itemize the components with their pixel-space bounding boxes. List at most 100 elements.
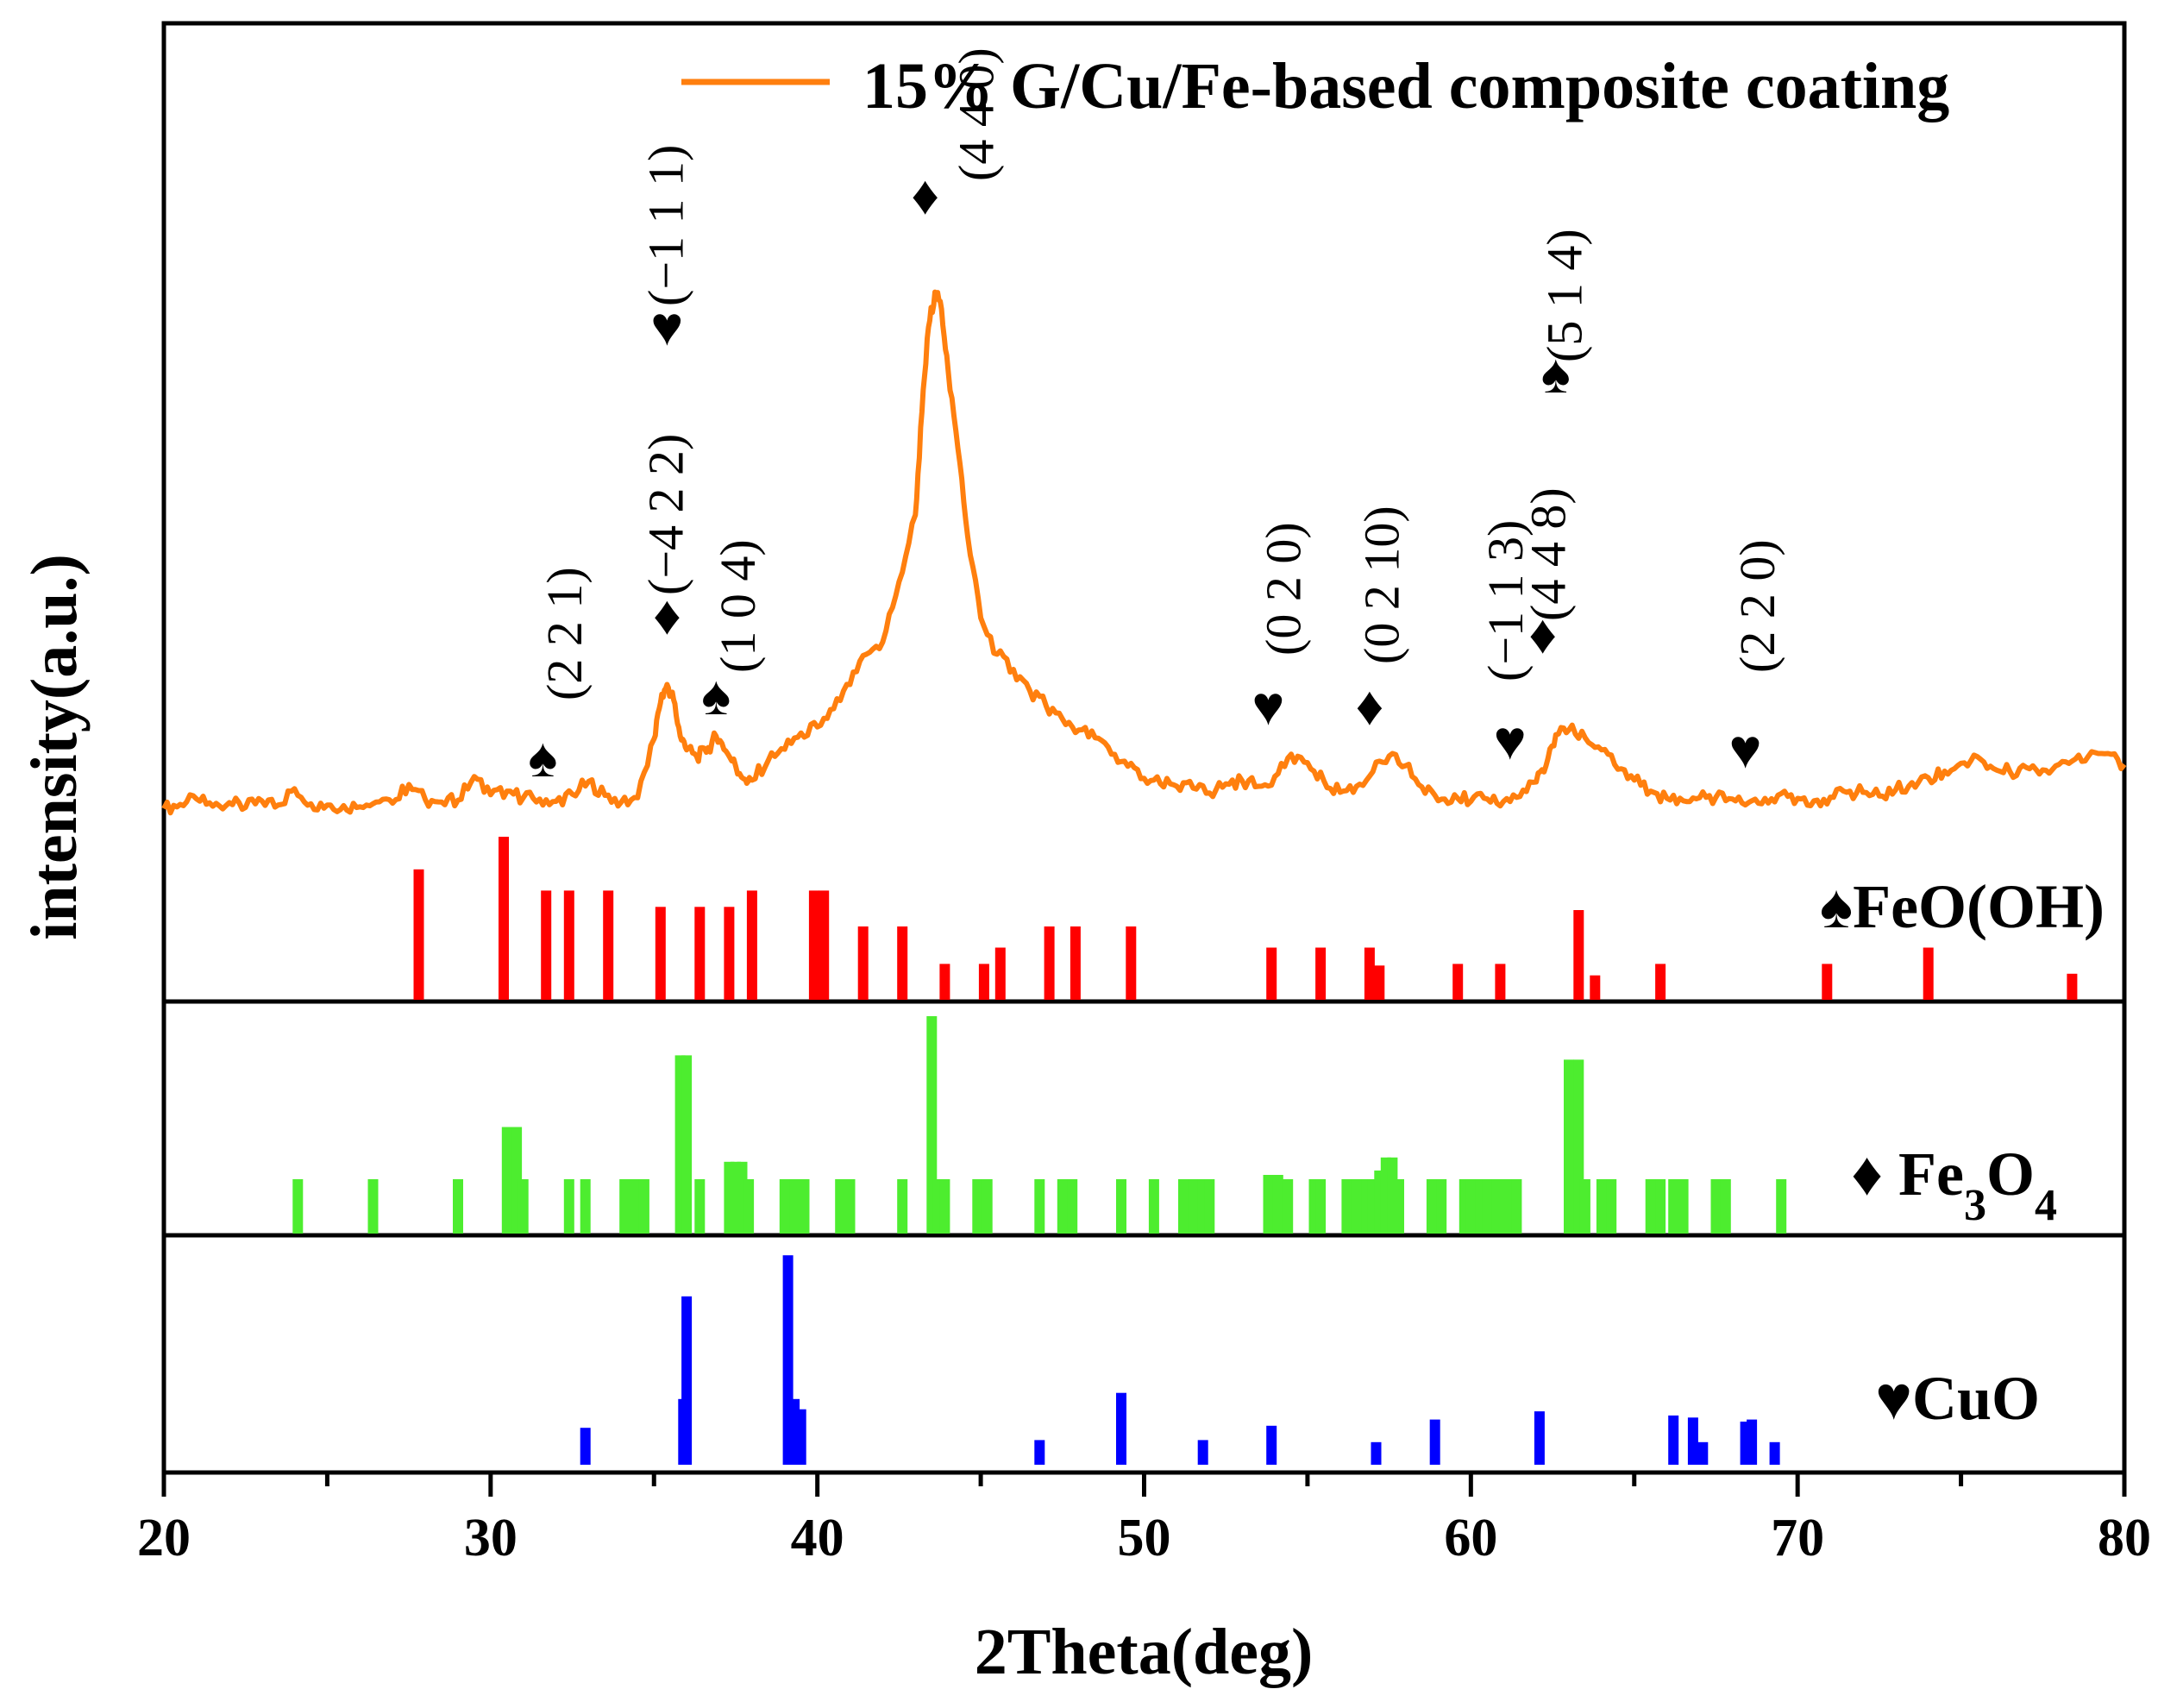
stick-feooh (1315, 947, 1327, 1000)
stick-feooh (603, 890, 614, 1000)
stick-feooh (563, 890, 574, 1000)
reference-sticks-cuo (580, 1255, 1780, 1465)
stick-fe3o4 (580, 1179, 591, 1234)
stick-feooh (1822, 964, 1833, 1000)
stick-fe3o4 (1057, 1179, 1068, 1234)
stick-fe3o4 (939, 1179, 950, 1234)
peak-hkl-label: (0 2 10) (1353, 505, 1409, 664)
spade-icon: ♠ (1541, 343, 1571, 405)
stick-fe3o4 (1341, 1179, 1352, 1234)
stick-feooh (499, 837, 509, 1000)
x-tick-label: 30 (464, 1509, 518, 1567)
stick-feooh (1044, 926, 1055, 1000)
stick-fe3o4 (292, 1179, 304, 1234)
peak-hkl-label: (−1 1 3) (1477, 520, 1534, 681)
stick-feooh (1495, 964, 1506, 1000)
stick-feooh (897, 926, 908, 1000)
heart-icon: ♥ (1252, 675, 1285, 737)
panel-label-feooh-text: FeO(OH) (1853, 872, 2105, 941)
stick-fe3o4 (694, 1179, 706, 1234)
stick-fe3o4 (1606, 1179, 1617, 1234)
stick-cuo (1747, 1419, 1758, 1465)
spade-icon: ♠ (701, 665, 731, 726)
stick-fe3o4 (799, 1179, 810, 1234)
reference-sticks-fe3o4 (292, 1016, 1787, 1234)
stick-cuo (1668, 1415, 1679, 1465)
stick-fe3o4 (1579, 1179, 1590, 1234)
stick-feooh (1655, 964, 1666, 1000)
stick-fe3o4 (1564, 1059, 1574, 1234)
stick-feooh (994, 947, 1006, 1000)
stick-feooh (1070, 926, 1081, 1000)
diamond-icon: ♦ (653, 585, 681, 646)
stick-fe3o4 (1596, 1179, 1607, 1234)
stick-cuo (1371, 1441, 1382, 1465)
heart-icon: ♥ (1729, 719, 1762, 780)
panel-label-cuo: ♥CuO (1875, 1364, 2040, 1433)
peak-hkl-label: (2 2 0) (1729, 539, 1785, 673)
diamond-icon: ♦ (1851, 1140, 1898, 1209)
stick-feooh (1266, 947, 1277, 1000)
stick-fe3o4 (1116, 1179, 1126, 1234)
stick-feooh (541, 890, 552, 1000)
stick-fe3o4 (453, 1179, 463, 1234)
stick-fe3o4 (1204, 1179, 1215, 1234)
peak-annotations: ♠(2 2 1) ♦(−4 2 2)♥(−1 1 1)♠(1 0 4)♦(4 4 … (528, 47, 1785, 788)
stick-fe3o4 (1263, 1175, 1274, 1234)
stick-fe3o4 (1067, 1179, 1078, 1234)
stick-fe3o4 (1502, 1179, 1512, 1234)
spade-icon: ♠ (528, 727, 557, 788)
stick-feooh (1126, 926, 1137, 1000)
stick-fe3o4 (972, 1179, 983, 1234)
stick-fe3o4 (789, 1179, 800, 1234)
stick-fe3o4 (518, 1179, 529, 1234)
stick-fe3o4 (1272, 1175, 1283, 1234)
stick-cuo (1034, 1440, 1045, 1465)
stick-feooh (939, 964, 950, 1000)
stick-feooh (808, 890, 819, 1000)
stick-fe3o4 (897, 1179, 908, 1234)
stick-cuo (1429, 1419, 1440, 1465)
panel-label-fe3o4-text: Fe (1898, 1140, 1964, 1209)
diamond-icon: ♦ (1356, 675, 1384, 737)
stick-fe3o4 (1188, 1179, 1199, 1234)
series-line (161, 289, 2127, 816)
x-axis-title: 2Theta(deg) (975, 1616, 1314, 1688)
stick-cuo (1687, 1417, 1698, 1465)
stick-cuo (580, 1428, 591, 1465)
legend: 15% G/Cu/Fe-based composite coating (681, 50, 1949, 122)
stick-cuo (795, 1409, 806, 1465)
stick-cuo (1266, 1425, 1277, 1465)
stick-feooh (2067, 973, 2078, 1000)
peak-hkl-label: (1 0 4) (710, 539, 766, 673)
stick-fe3o4 (1710, 1179, 1722, 1234)
stick-fe3o4 (1776, 1179, 1787, 1234)
reference-sticks-feooh (413, 837, 2078, 1000)
stick-fe3o4 (1394, 1179, 1404, 1234)
fe3o4-subscript-4: 4 (2035, 1181, 2057, 1230)
stick-fe3o4 (779, 1179, 790, 1234)
stick-cuo (1197, 1440, 1208, 1465)
stick-fe3o4 (563, 1179, 574, 1234)
stick-cuo (1534, 1411, 1545, 1465)
peak-hkl-label: (−4 2 2) (638, 434, 694, 595)
stick-fe3o4 (1351, 1179, 1362, 1234)
stick-fe3o4 (1491, 1179, 1502, 1234)
legend-label: 15% G/Cu/Fe-based composite coating (863, 50, 1949, 122)
stick-feooh (1364, 947, 1375, 1000)
stick-feooh (655, 907, 666, 1000)
x-tick-label: 60 (1444, 1509, 1497, 1567)
stick-fe3o4 (1178, 1179, 1189, 1234)
stick-cuo (1116, 1392, 1126, 1465)
stick-feooh (1573, 910, 1584, 1000)
stick-cuo (1769, 1441, 1780, 1465)
stick-feooh (1590, 975, 1601, 1000)
stick-fe3o4 (501, 1127, 512, 1234)
x-axis-ticks (161, 1473, 2127, 1497)
x-tick-label: 50 (1118, 1509, 1171, 1567)
stick-fe3o4 (1482, 1179, 1493, 1234)
heart-icon: ♥ (1875, 1364, 1912, 1433)
stick-fe3o4 (835, 1179, 846, 1234)
